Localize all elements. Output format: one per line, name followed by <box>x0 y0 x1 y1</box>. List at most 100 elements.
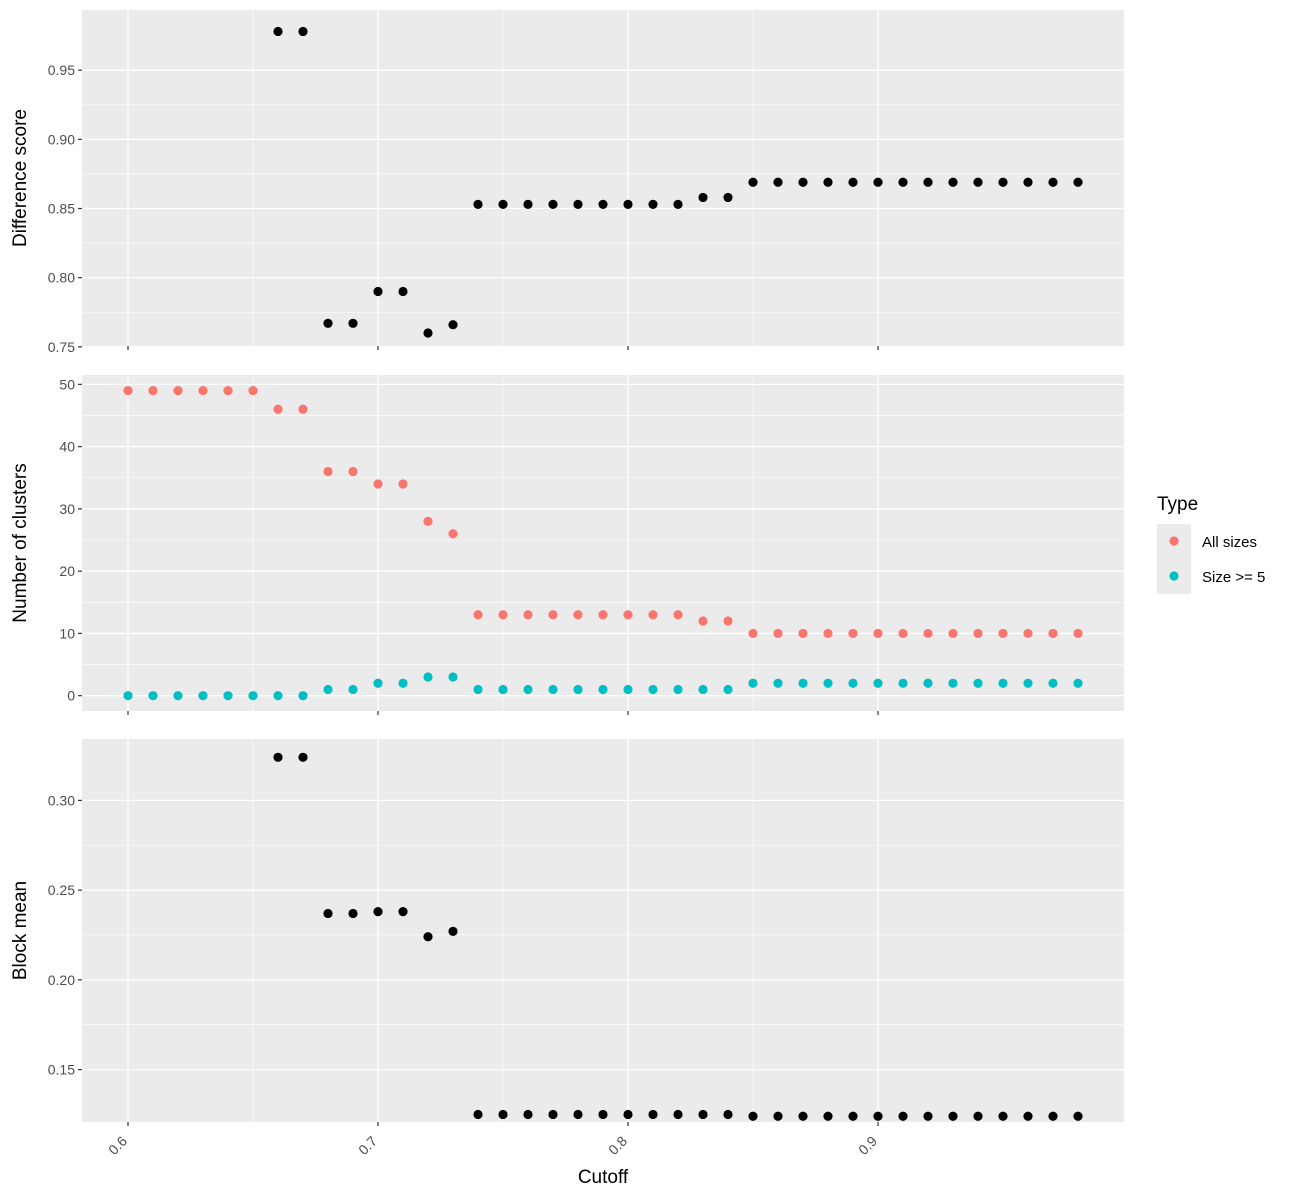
data-point <box>173 691 183 701</box>
data-point <box>748 678 758 688</box>
data-point <box>873 177 883 187</box>
data-point <box>923 177 933 187</box>
data-point <box>998 678 1008 688</box>
data-point <box>698 616 708 626</box>
data-point <box>148 691 158 701</box>
x-tick-label: 0.8 <box>605 1133 630 1158</box>
data-point <box>548 610 558 620</box>
data-point <box>848 678 858 688</box>
y-axis-title: Block mean <box>10 881 31 980</box>
data-point <box>498 684 508 695</box>
data-point <box>198 691 208 701</box>
legend-entry: All sizes <box>1169 534 1257 551</box>
series-points <box>273 26 1083 338</box>
data-point <box>623 684 633 695</box>
data-point <box>873 678 883 688</box>
series-points <box>273 752 1083 1121</box>
data-point <box>223 691 233 701</box>
data-point <box>848 177 858 187</box>
data-point <box>898 628 908 639</box>
data-point <box>823 628 833 639</box>
data-point <box>423 516 433 526</box>
data-point <box>898 177 908 187</box>
data-point <box>748 177 758 187</box>
data-point <box>948 177 958 187</box>
data-point <box>798 1111 808 1121</box>
data-point <box>348 908 358 919</box>
data-point <box>748 1111 758 1121</box>
data-point <box>148 385 158 396</box>
data-point <box>373 479 383 489</box>
data-point <box>273 752 283 762</box>
data-point <box>498 1109 508 1120</box>
data-point <box>373 678 383 688</box>
panel-background <box>82 739 1124 1122</box>
data-point <box>1073 628 1083 639</box>
data-point <box>323 684 333 695</box>
data-point <box>523 199 533 209</box>
x-tick-label: 0.6 <box>105 1133 130 1158</box>
data-point <box>598 684 608 695</box>
data-point <box>323 466 333 477</box>
data-point <box>248 691 258 701</box>
data-point <box>573 684 583 695</box>
data-point <box>948 678 958 688</box>
legend: Type All sizes Size >= 5 <box>1157 494 1265 594</box>
data-point <box>723 1109 733 1120</box>
data-point <box>1048 678 1058 688</box>
y-axis-title: Number of clusters <box>10 463 31 622</box>
data-point <box>398 907 408 917</box>
y-tick-label: 0.90 <box>48 131 75 147</box>
data-point <box>873 1111 883 1121</box>
data-point <box>773 628 783 639</box>
data-point <box>998 1111 1008 1121</box>
data-point <box>1023 678 1033 688</box>
data-point <box>848 628 858 639</box>
data-point <box>673 610 683 620</box>
data-point <box>1073 1111 1083 1121</box>
data-point <box>498 199 508 209</box>
data-point <box>1048 177 1058 187</box>
panel-background <box>82 10 1124 346</box>
data-point <box>923 1111 933 1121</box>
data-point <box>123 385 133 396</box>
data-point <box>448 320 458 330</box>
data-point <box>673 684 683 695</box>
data-point <box>898 678 908 688</box>
y-tick-label: 0.95 <box>48 62 75 78</box>
data-point <box>723 684 733 695</box>
y-tick-label: 0.80 <box>48 270 75 286</box>
data-point <box>723 616 733 626</box>
data-point <box>923 628 933 639</box>
data-point <box>423 932 433 942</box>
y-tick-label: 30 <box>59 501 75 517</box>
data-point <box>973 678 983 688</box>
y-tick-label: 0 <box>67 688 75 704</box>
data-point <box>423 328 433 338</box>
panel-3: 0.15 0.20 0.25 0.30 Block mean <box>10 739 1124 1126</box>
data-point <box>798 628 808 639</box>
data-point <box>273 26 283 37</box>
data-point <box>398 286 408 297</box>
data-point <box>573 610 583 620</box>
y-tick-label: 10 <box>59 625 75 641</box>
data-point <box>473 684 483 695</box>
data-point <box>623 610 633 620</box>
legend-label: All sizes <box>1202 534 1257 551</box>
data-point <box>1023 177 1033 187</box>
data-point <box>798 678 808 688</box>
data-point <box>348 684 358 695</box>
data-point <box>823 678 833 688</box>
data-point <box>873 628 883 639</box>
series-points <box>123 672 1083 701</box>
data-point <box>823 177 833 187</box>
data-point <box>473 610 483 620</box>
legend-title: Type <box>1157 494 1198 515</box>
panel-1: 0.75 0.80 0.85 0.90 0.95 Difference score <box>10 10 1124 355</box>
data-point <box>948 628 958 639</box>
data-point <box>648 199 658 209</box>
data-point <box>948 1111 958 1121</box>
data-point <box>698 192 708 203</box>
data-point <box>248 385 258 396</box>
